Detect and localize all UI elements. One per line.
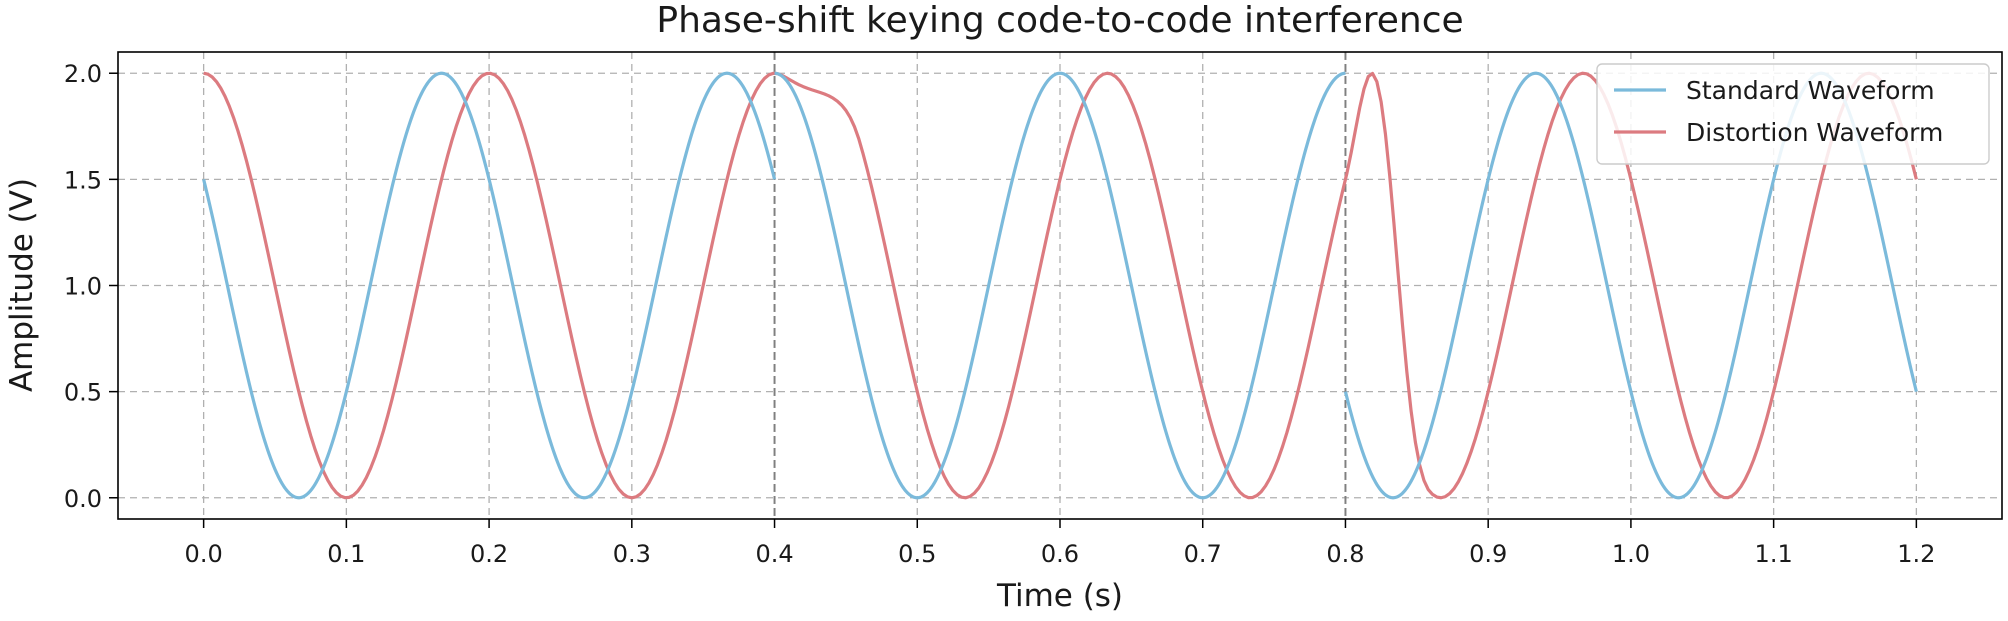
x-tick-label: 0.6 <box>1041 540 1079 568</box>
y-axis-label: Amplitude (V) <box>4 178 40 392</box>
x-tick-label: 0.3 <box>613 540 651 568</box>
y-tick-label: 2.0 <box>64 60 102 88</box>
x-tick-label: 0.2 <box>470 540 508 568</box>
x-tick-layer: 0.0 0.1 0.2 0.3 0.4 0.5 0.6 0.7 0.8 0.9 1.0 1.1 1.2 <box>185 519 1935 568</box>
x-tick-label: 0.9 <box>1469 540 1507 568</box>
x-tick-label: 0.1 <box>327 540 365 568</box>
x-tick-label: 0.7 <box>1184 540 1222 568</box>
legend: Standard Waveform Distortion Waveform <box>1596 63 1990 165</box>
legend-box <box>1596 63 1990 165</box>
x-tick-label: 0.8 <box>1326 540 1364 568</box>
symbol-boundary-layer <box>773 52 1347 519</box>
x-tick-label: 0.4 <box>755 540 793 568</box>
series-line-distortion <box>203 71 1918 500</box>
x-tick-label: 0.5 <box>898 540 936 568</box>
y-tick-label: 0.5 <box>64 379 102 407</box>
x-tick-label: 1.2 <box>1897 540 1935 568</box>
y-tick-label: 0.0 <box>64 485 102 513</box>
legend-label-distortion: Distortion Waveform <box>1686 118 1943 147</box>
x-tick-label: 1.1 <box>1755 540 1793 568</box>
x-tick-label: 1.0 <box>1612 540 1650 568</box>
y-tick-label: 1.5 <box>64 166 102 194</box>
legend-label-standard: Standard Waveform <box>1686 76 1935 105</box>
chart-title: Phase-shift keying code-to-code interfer… <box>656 0 1463 41</box>
x-axis-label: Time (s) <box>996 578 1123 614</box>
x-tick-label: 0.0 <box>185 540 223 568</box>
y-tick-layer: 0.0 0.5 1.0 1.5 2.0 <box>64 60 118 513</box>
y-tick-label: 1.0 <box>64 273 102 301</box>
